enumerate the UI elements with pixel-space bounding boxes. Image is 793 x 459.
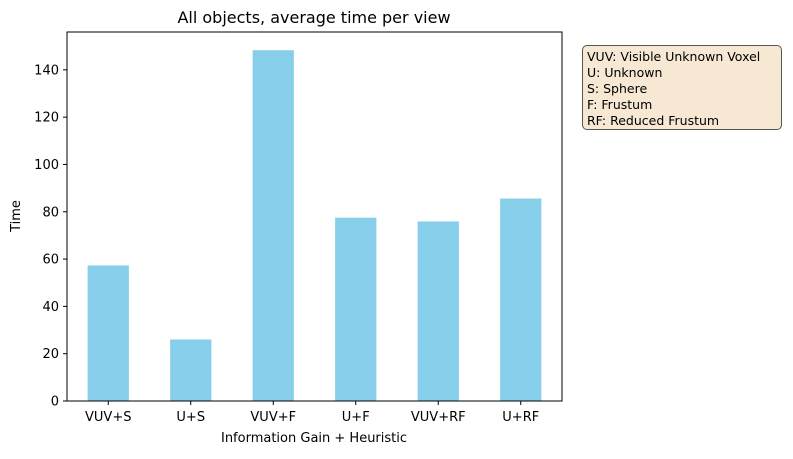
bar-u-plus-rf — [500, 198, 542, 401]
bar-vuv-plus-rf — [417, 221, 459, 401]
x-tick-label: VUV+F — [250, 410, 296, 425]
x-tick-label: U+RF — [502, 410, 539, 425]
y-tick-label: 100 — [34, 158, 59, 173]
x-tick-label: VUV+RF — [411, 410, 466, 425]
legend-line-s: S: Sphere — [587, 81, 648, 96]
bar-vuv-plus-s — [87, 265, 129, 401]
x-tick-label: VUV+S — [85, 410, 131, 425]
bar-u-plus-f — [335, 217, 377, 401]
bars-layer — [87, 50, 542, 401]
chart-title: All objects, average time per view — [177, 8, 450, 27]
y-tick-label: 120 — [34, 111, 59, 126]
y-tick-label: 40 — [42, 300, 59, 315]
y-tick-label: 20 — [42, 347, 59, 362]
bar-u-plus-s — [170, 339, 212, 401]
legend-line-vuv: VUV: Visible Unknown Voxel — [587, 49, 761, 64]
y-axis-label: Time — [9, 200, 24, 233]
legend-line-u: U: Unknown — [587, 65, 663, 80]
plot-frame — [66, 31, 563, 402]
y-tick-label: 80 — [42, 205, 59, 220]
x-axis-label: Information Gain + Heuristic — [221, 431, 407, 446]
legend-line-rf: RF: Reduced Frustum — [587, 113, 720, 128]
x-axis: VUV+S U+S VUV+F U+F VUV+RF U+RF — [85, 401, 539, 425]
y-tick-label: 60 — [42, 253, 59, 268]
legend-line-f: F: Frustum — [587, 97, 653, 112]
y-tick-label: 140 — [34, 63, 59, 78]
legend-box: VUV: Visible Unknown Voxel U: Unknown S:… — [582, 45, 782, 130]
x-tick-label: U+F — [342, 410, 370, 425]
x-tick-label: U+S — [176, 410, 205, 425]
bar-vuv-plus-f — [252, 50, 294, 401]
y-axis: 0 20 40 60 80 100 120 140 — [34, 63, 67, 410]
y-tick-label: 0 — [51, 395, 59, 410]
